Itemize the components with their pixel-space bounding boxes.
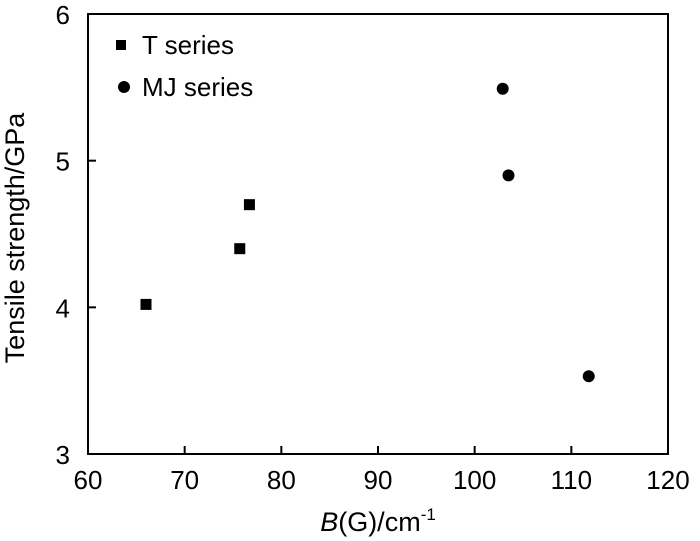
x-tick-label: 110 (551, 465, 592, 495)
data-point-mj-series (496, 82, 509, 95)
data-point-t-series (234, 243, 246, 255)
x-tick-label: 80 (267, 465, 296, 495)
y-tick-label: 3 (56, 440, 70, 470)
x-tick-label: 90 (364, 465, 393, 495)
x-axis-label-variable: B (320, 507, 338, 537)
data-point-mj-series (582, 370, 595, 383)
data-point-mj-series (502, 169, 515, 182)
legend-marker-mj-series (118, 81, 130, 93)
y-tick-label: 5 (56, 147, 70, 177)
legend-marker-t-series (116, 40, 126, 50)
x-axis-ticks (87, 446, 669, 454)
y-tick-label: 4 (56, 293, 70, 323)
y-axis-ticks (88, 13, 96, 455)
x-axis-label-superscript: -1 (421, 505, 436, 524)
y-axis-tick-labels: 3 4 5 6 (56, 0, 70, 470)
legend-label-mj-series: MJ series (142, 72, 253, 102)
x-tick-label: 120 (646, 465, 689, 495)
data-points (140, 82, 595, 383)
legend: T series MJ series (116, 30, 253, 102)
data-point-t-series (243, 199, 255, 211)
x-axis-label: B(G)/cm-1 (320, 505, 436, 537)
data-point-t-series (140, 298, 152, 310)
x-axis-label-text: (G)/cm (338, 507, 420, 537)
x-tick-label: 60 (74, 465, 103, 495)
y-tick-label: 6 (56, 0, 70, 30)
x-tick-label: 70 (170, 465, 199, 495)
x-axis-tick-labels: 60 70 80 90 100 110 120 (74, 465, 690, 495)
y-axis-label: Tensile strength/GPa (0, 112, 30, 364)
x-tick-label: 100 (453, 465, 496, 495)
legend-label-t-series: T series (142, 30, 234, 60)
